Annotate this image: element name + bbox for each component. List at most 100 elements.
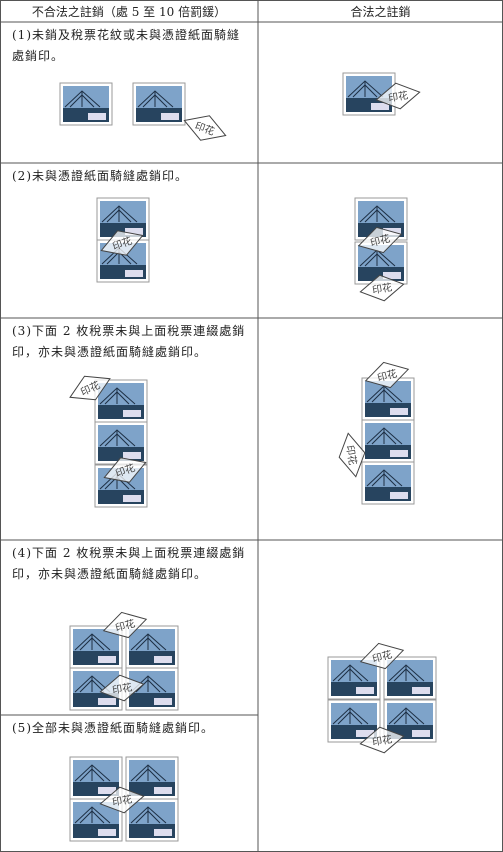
stamp-bridge xyxy=(101,205,138,223)
stamp-label xyxy=(412,687,430,694)
tax-stamp xyxy=(125,667,179,711)
seal-outline xyxy=(357,226,403,254)
stamp-label xyxy=(98,656,116,663)
stamp-bridge xyxy=(347,80,384,98)
seal-outline xyxy=(103,457,147,483)
stamp-label xyxy=(123,452,141,459)
stamp-bridge xyxy=(366,427,403,445)
tax-stamp xyxy=(94,421,148,465)
seal-text: 印花 xyxy=(371,732,393,748)
seal: 印花 xyxy=(357,226,403,254)
stamp-label xyxy=(356,687,374,694)
header-cell: 合法之註銷 xyxy=(350,5,411,19)
seal: 印花 xyxy=(338,432,366,478)
seal-outline xyxy=(183,115,227,141)
seal-outline xyxy=(364,361,410,389)
stamp-label xyxy=(390,408,408,415)
stamp-label xyxy=(412,730,430,737)
seal: 印花 xyxy=(364,361,410,389)
tax-stamp xyxy=(125,625,179,669)
stamp-bridge xyxy=(99,387,136,405)
seal-text: 印花 xyxy=(343,444,359,466)
tax-stamp xyxy=(132,82,186,126)
stamp-label xyxy=(390,450,408,457)
stamp-bridge xyxy=(388,664,425,682)
stamp-label xyxy=(371,103,389,110)
stamp-bridge xyxy=(99,429,136,447)
tax-stamp xyxy=(342,72,396,116)
stamp-label xyxy=(154,698,172,705)
stamp-bridge xyxy=(74,633,111,651)
tax-stamp xyxy=(69,798,123,842)
stamp-bridge xyxy=(130,806,167,824)
seal-outline xyxy=(102,611,148,639)
seal: 印花 xyxy=(100,230,144,256)
seal: 印花 xyxy=(375,82,421,110)
stamp-bridge xyxy=(74,675,111,693)
stamp-label xyxy=(88,113,106,120)
seal-outline xyxy=(99,674,145,702)
tax-stamp xyxy=(361,377,415,421)
row-text: (1)未銷及稅票花紋或未與憑證紙面騎縫處銷印。 xyxy=(12,28,240,63)
seal-outline xyxy=(359,274,405,302)
stamp-label xyxy=(161,113,179,120)
seal: 印花 xyxy=(183,115,227,141)
seal-outline xyxy=(359,726,405,754)
seal-outline xyxy=(69,375,111,401)
seal-text: 印花 xyxy=(371,280,393,296)
header-cell: 不合法之註銷（處 5 至 10 倍罰鍰） xyxy=(31,5,227,19)
stamp-label xyxy=(98,698,116,705)
seal: 印花 xyxy=(359,726,405,754)
stamp-label xyxy=(154,656,172,663)
stamp-bridge xyxy=(366,469,403,487)
row-text: (4)下面 2 枚稅票未與上面稅票連綴處銷印，亦未與憑證紙面騎縫處銷印。 xyxy=(12,546,246,581)
tax-stamp xyxy=(361,419,415,463)
seal-outline xyxy=(359,642,405,670)
stamp-label xyxy=(123,495,141,502)
stamp-label xyxy=(98,787,116,794)
stamp-bridge xyxy=(332,664,369,682)
stamp-label xyxy=(125,270,143,277)
seal: 印花 xyxy=(103,457,147,483)
stamp-bridge xyxy=(130,764,167,782)
stamp-label xyxy=(125,228,143,235)
stamp-bridge xyxy=(332,707,369,725)
stamp-bridge xyxy=(359,205,396,223)
stamp-bridge xyxy=(74,806,111,824)
stamp-label xyxy=(154,787,172,794)
seal: 印花 xyxy=(359,274,405,302)
seal: 印花 xyxy=(359,642,405,670)
seal-outline xyxy=(338,432,366,478)
tax-stamp xyxy=(125,798,179,842)
stamp-label xyxy=(123,410,141,417)
seal-text: 印花 xyxy=(111,680,133,696)
stamp-bridge xyxy=(137,90,174,108)
seal-outline xyxy=(99,786,145,814)
stamp-label xyxy=(390,492,408,499)
tax-stamp xyxy=(383,699,437,743)
tax-stamp xyxy=(383,656,437,700)
seal: 印花 xyxy=(99,786,145,814)
seal: 印花 xyxy=(69,375,111,401)
row-text: (2)未與憑證紙面騎縫處銷印。 xyxy=(12,169,188,183)
seal-text: 印花 xyxy=(387,88,409,104)
seal-outline xyxy=(375,82,421,110)
stamp-label xyxy=(356,730,374,737)
stamp-bridge xyxy=(74,764,111,782)
row-text: (5)全部未與憑證紙面騎縫處銷印。 xyxy=(12,721,214,735)
seal: 印花 xyxy=(102,611,148,639)
stamp-label xyxy=(154,829,172,836)
stamp-label xyxy=(383,272,401,279)
tax-stamp xyxy=(361,461,415,505)
seal: 印花 xyxy=(99,674,145,702)
stamp-label xyxy=(98,829,116,836)
row-text: (3)下面 2 枚稅票未與上面稅票連綴處銷印，亦未與憑證紙面騎縫處銷印。 xyxy=(12,324,246,359)
seal-outline xyxy=(100,230,144,256)
seal-text: 印花 xyxy=(111,792,133,808)
stamp-bridge xyxy=(388,707,425,725)
stamp-bridge xyxy=(130,633,167,651)
stamp-bridge xyxy=(64,90,101,108)
tax-stamp xyxy=(59,82,113,126)
